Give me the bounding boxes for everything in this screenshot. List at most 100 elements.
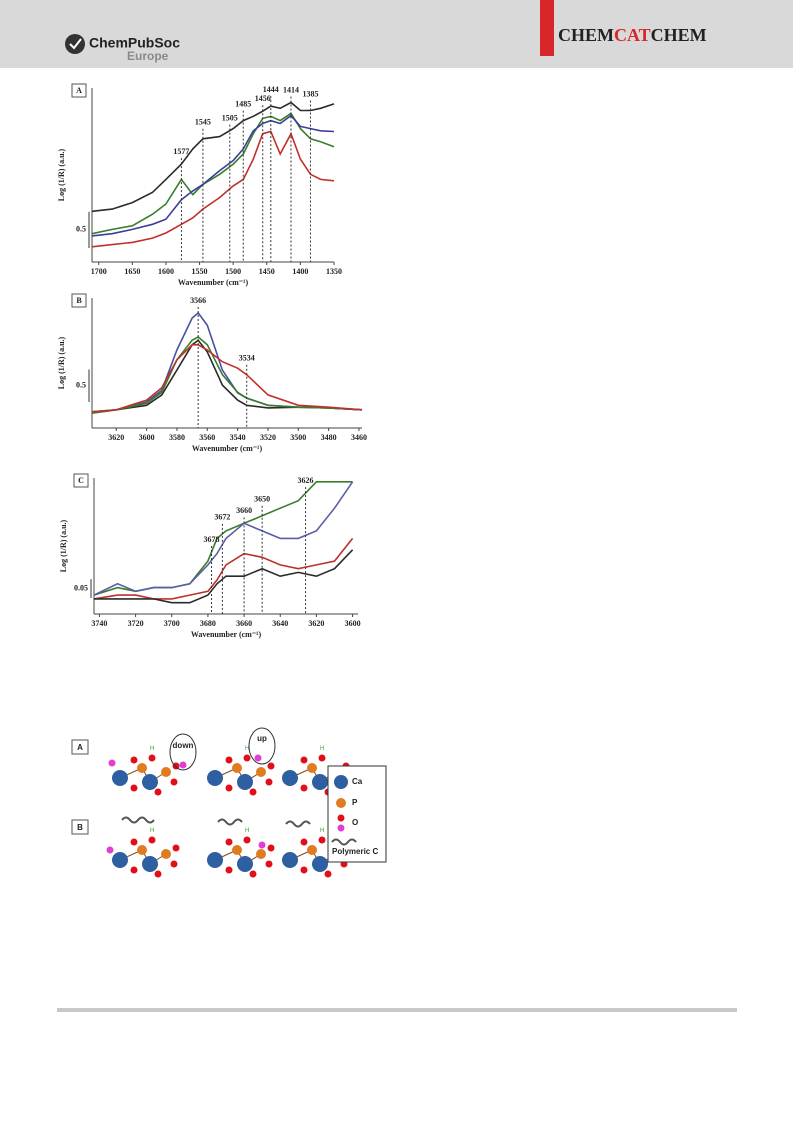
series-line	[91, 101, 335, 213]
legend-label: Ca	[352, 777, 363, 786]
header-band	[0, 0, 793, 68]
peak-label: 3566	[190, 296, 206, 305]
x-tick-label: 1350	[326, 267, 342, 276]
x-tick-label: 3600	[345, 619, 361, 628]
peak-label: 1577	[173, 147, 189, 156]
logo-text: ChemPubSoc	[89, 35, 180, 51]
journal-part: CHEM	[558, 25, 614, 45]
panel-label: C	[78, 476, 84, 485]
x-tick-label: 3560	[199, 433, 215, 442]
peak-label: 3534	[239, 354, 255, 363]
x-tick-label: 3460	[351, 433, 367, 442]
scale-bar-label: 0.5	[76, 381, 86, 390]
x-tick-label: 1500	[225, 267, 241, 276]
peak-label: 1545	[195, 118, 211, 127]
legend-swatch	[337, 824, 345, 832]
series-line	[91, 339, 363, 413]
legend-label: Polymeric C	[332, 847, 378, 856]
x-tick-label: 3720	[128, 619, 144, 628]
y-axis-title: Log (1/R) (a.u.)	[57, 336, 66, 389]
lattice-unit	[206, 745, 275, 796]
series-line	[91, 112, 335, 235]
x-tick-label: 3740	[91, 619, 107, 628]
series-line	[94, 549, 354, 604]
x-tick-label: 1650	[124, 267, 140, 276]
polymer	[217, 818, 243, 826]
x-tick-label: 3480	[321, 433, 337, 442]
series-line	[91, 344, 363, 413]
peak-label: 3660	[236, 506, 252, 515]
x-tick-label: 3520	[260, 433, 276, 442]
scale-bar-label: 0.05	[74, 583, 88, 592]
atom	[258, 841, 266, 849]
peak-label: 3650	[254, 495, 270, 504]
logo-icon	[65, 34, 85, 54]
label: down	[173, 741, 194, 750]
series-line	[91, 114, 335, 237]
x-tick-label: 3660	[236, 619, 252, 628]
x-tick-label: 1700	[91, 267, 107, 276]
x-tick-label: 3680	[200, 619, 216, 628]
legend-swatch	[337, 814, 345, 822]
header-accent	[540, 0, 554, 56]
journal-title: CHEMCATCHEM	[558, 25, 707, 45]
scale-bar-label: 0.5	[76, 225, 86, 234]
x-tick-label: 3540	[230, 433, 246, 442]
y-axis-title: Log (1/R) (a.u.)	[59, 519, 68, 572]
x-axis-title: Wavenumber (cm⁻¹)	[178, 278, 249, 287]
x-axis-title: Wavenumber (cm⁻¹)	[192, 444, 263, 453]
lattice-unit	[206, 827, 275, 878]
panel-box	[71, 83, 87, 98]
journal-part: CAT	[614, 25, 651, 45]
x-tick-label: 3500	[290, 433, 306, 442]
lattice-unit	[111, 745, 180, 796]
x-tick-label: 1600	[158, 267, 174, 276]
peak-label: 1505	[222, 113, 238, 122]
legend-label: P	[352, 798, 358, 807]
panel-box	[73, 473, 89, 488]
panel-box	[71, 293, 87, 308]
peak-label: 1385	[302, 89, 318, 98]
legend-swatch	[336, 798, 346, 808]
peak-label: 3678	[204, 535, 220, 544]
panel-label: B	[76, 296, 82, 305]
panel-label: B	[77, 823, 83, 832]
panel-label: A	[76, 86, 82, 95]
peak-label: 1485	[235, 99, 251, 108]
peak-label: 3626	[298, 476, 314, 485]
peak-label: 1444	[263, 85, 279, 94]
polymer	[285, 820, 311, 828]
x-tick-label: 3620	[308, 619, 324, 628]
logo-subtext: Europe	[127, 49, 169, 63]
panel-box	[71, 739, 89, 755]
highlight	[248, 727, 276, 765]
journal-part: CHEM	[651, 25, 707, 45]
footer-rule	[57, 1008, 737, 1012]
series-line	[91, 336, 363, 414]
legend-swatch	[334, 775, 348, 789]
series-line	[91, 130, 335, 248]
atom	[106, 846, 114, 854]
x-tick-label: 3580	[169, 433, 185, 442]
atom	[254, 754, 262, 762]
series-line	[93, 537, 354, 600]
panel-box	[71, 819, 89, 835]
label: up	[257, 734, 267, 743]
series-line	[93, 481, 354, 596]
x-tick-label: 3700	[164, 619, 180, 628]
scheme: A B down up Ca P O Polymeric C	[71, 727, 387, 878]
lattice-unit	[111, 827, 180, 878]
panel-label: A	[77, 743, 83, 752]
x-axis-title: Wavenumber (cm⁻¹)	[191, 630, 262, 639]
y-axis-title: Log (1/R) (a.u.)	[57, 148, 66, 201]
x-tick-label: 3600	[139, 433, 155, 442]
atom	[108, 759, 116, 767]
peak-label: 3672	[214, 513, 230, 522]
atom	[179, 761, 187, 769]
x-tick-label: 3640	[272, 619, 288, 628]
x-tick-label: 1400	[292, 267, 308, 276]
peak-label: 1456	[255, 94, 271, 103]
legend-label: O	[352, 818, 358, 827]
